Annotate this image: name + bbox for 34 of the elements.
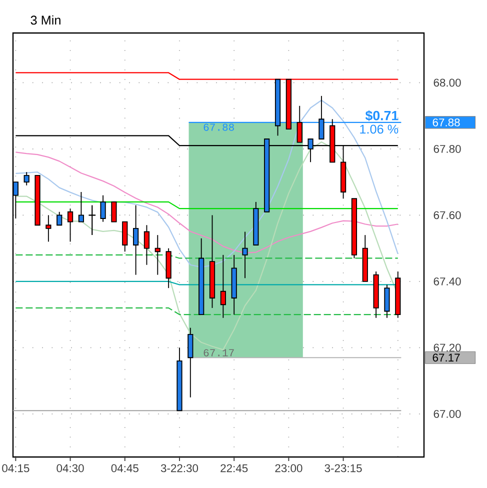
candlestick <box>209 214 216 308</box>
candlestick <box>373 271 379 318</box>
annotation: $0.71 <box>365 110 398 122</box>
annotation: 67.17 <box>204 349 234 356</box>
x-tick-label: 22:45 <box>220 464 248 472</box>
candlestick <box>100 194 106 222</box>
x-tick-label: 3-22:30 <box>160 464 198 472</box>
candlestick <box>154 234 160 276</box>
chart-title: 3 Min <box>30 15 60 25</box>
candlestick <box>242 231 248 279</box>
annotation: 1.06 % <box>360 124 398 134</box>
annotation: 67.88 <box>204 124 234 131</box>
y-tick-label: 67.60 <box>434 211 461 220</box>
candlestick <box>384 284 390 318</box>
candlestick <box>231 254 237 316</box>
y-tick-label: 68.00 <box>434 78 461 87</box>
y-tick-label: 67.80 <box>434 144 461 153</box>
x-tick-label: 04:30 <box>56 464 84 472</box>
candlestick <box>395 271 401 318</box>
candlestick <box>24 172 30 186</box>
x-tick-label: 23:00 <box>275 464 302 472</box>
ref-line-label: 67.88 <box>432 118 460 126</box>
candlestick <box>220 254 226 318</box>
ref-line-label: 67.17 <box>432 354 460 362</box>
y-tick-label: 67.40 <box>434 277 461 286</box>
line-series <box>15 100 398 268</box>
candlestick <box>188 327 194 398</box>
x-tick-label: 04:45 <box>111 464 138 472</box>
candlestick <box>132 204 139 276</box>
x-tick-label: 04:15 <box>2 464 30 472</box>
candlestick <box>46 214 52 242</box>
x-tick-label: 3-23:15 <box>324 464 362 472</box>
y-tick-label: 67.20 <box>434 344 461 352</box>
y-tick-label: 67.00 <box>434 410 461 418</box>
